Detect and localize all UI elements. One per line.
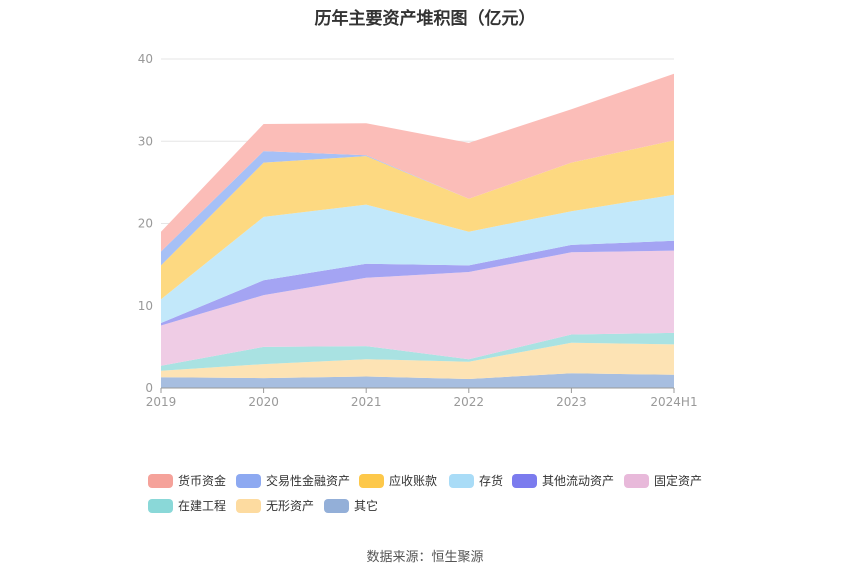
legend-swatch (449, 473, 474, 488)
area-series-1 (161, 342, 674, 379)
legend-label: 应收账款 (389, 474, 438, 488)
legend-label: 其它 (354, 499, 379, 513)
legend-swatch (324, 498, 349, 513)
legend-label: 存货 (479, 474, 504, 488)
legend-swatch (624, 473, 649, 488)
legend-item[interactable]: 其他流动资产 (512, 472, 614, 489)
legend-item[interactable]: 无形资产 (236, 497, 314, 514)
legend-swatch (236, 498, 261, 513)
legend-swatch (359, 473, 384, 488)
x-tick-label: 2021 (351, 395, 382, 409)
area-series-2 (161, 332, 674, 371)
legend-item[interactable]: 其它 (324, 497, 378, 514)
area-series (161, 73, 674, 388)
legend-label: 交易性金融资产 (266, 474, 351, 488)
x-tick-label: 2024H1 (650, 395, 697, 409)
legend-label: 其他流动资产 (542, 474, 615, 488)
area-series-3 (161, 250, 674, 366)
y-tick-label: 40 (138, 52, 153, 66)
legend-item[interactable]: 固定资产 (624, 472, 702, 489)
legend-item[interactable]: 应收账款 (359, 472, 437, 489)
legend-label: 在建工程 (178, 499, 227, 513)
legend-swatch (148, 498, 173, 513)
area-series-5 (161, 194, 674, 323)
x-tick-label: 2020 (248, 395, 279, 409)
chart-title: 历年主要资产堆积图（亿元） (314, 9, 536, 29)
legend-label: 无形资产 (266, 499, 315, 513)
x-tick-label: 2023 (556, 395, 587, 409)
data-source: 数据来源：恒生聚源 (366, 550, 484, 565)
axes: 0 10 20 30 40 2019 2020 2021 2022 2023 2024H1 (138, 52, 698, 409)
area-series-8 (161, 73, 674, 252)
legend-swatch (148, 473, 173, 488)
y-tick-label: 10 (138, 299, 153, 313)
area-series-4 (161, 240, 674, 326)
legend-item[interactable]: 交易性金融资产 (236, 472, 350, 489)
legend-item[interactable]: 货币资金 (148, 472, 226, 489)
legend-swatch (512, 473, 537, 488)
x-tick-label: 2019 (146, 395, 177, 409)
x-tick-label: 2022 (454, 395, 485, 409)
legend-label: 固定资产 (654, 474, 703, 488)
y-tick-label: 0 (145, 381, 153, 395)
legend-swatch (236, 473, 261, 488)
area-series-0 (161, 373, 674, 388)
area-series-6 (161, 140, 674, 300)
legend-item[interactable]: 存货 (449, 472, 503, 489)
legend-item[interactable]: 在建工程 (148, 497, 226, 514)
legend-label: 货币资金 (178, 474, 227, 488)
y-tick-label: 30 (138, 134, 153, 148)
y-tick-label: 20 (138, 217, 153, 231)
